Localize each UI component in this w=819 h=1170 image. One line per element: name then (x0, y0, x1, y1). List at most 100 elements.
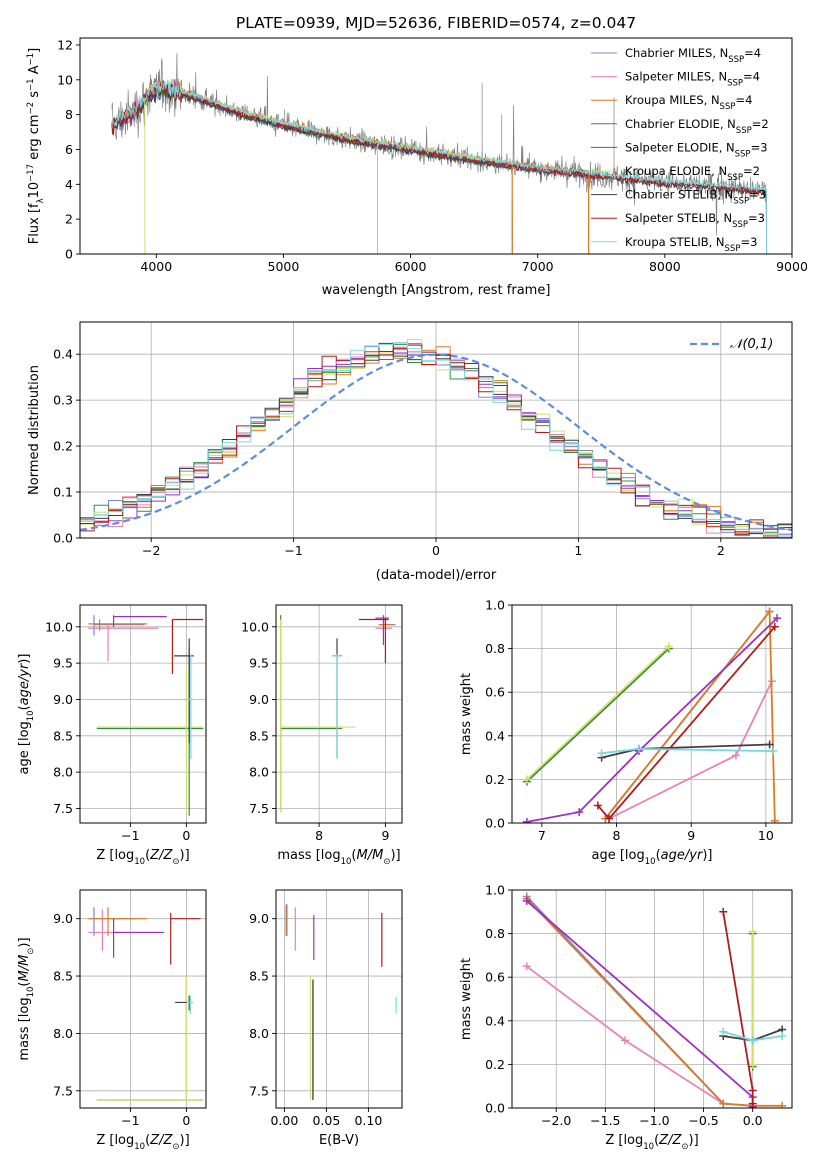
label-span: ( (17, 705, 32, 710)
series-line (526, 895, 753, 1107)
label-span: 10 (134, 857, 145, 867)
x-tick-label: 6000 (395, 259, 427, 274)
x-tick-label: −1 (121, 828, 139, 843)
label-span: −2 (26, 102, 36, 115)
label-span: =3 (748, 211, 765, 225)
series-marker (748, 1036, 757, 1045)
series-kroupa-elodie (748, 927, 757, 1069)
y-tick-label: 0.4 (485, 1013, 505, 1028)
series-marker (778, 1101, 787, 1108)
label-span: SSP (720, 102, 736, 112)
y-tick-label: 0.4 (53, 347, 73, 362)
x-tick-label: 9000 (776, 259, 808, 274)
label-span: SSP (725, 244, 741, 254)
x-tick-label: 7000 (522, 259, 554, 274)
x-tick-label: 0.10 (354, 1113, 382, 1128)
label-span: 10 (134, 1142, 145, 1152)
label-span: =4 (743, 70, 760, 84)
model-line-salpeter-elodie (143, 79, 513, 254)
plots-layer: 4000 5000 6000 7000 8000 9000024681012Chabrie… (17, 37, 808, 1152)
y-tick-label: 0 (65, 247, 73, 262)
label-span: wavelength [Angstrom, rest frame] (322, 283, 551, 298)
y-axis-label: Flux [fλ10−17 erg cm−2 s−1 A−1] (26, 48, 46, 244)
y-tick-label: 0.8 (485, 926, 505, 941)
label-span: SSP (735, 149, 751, 159)
label-span: Kroupa MILES, N (625, 93, 720, 107)
label-span: E(B-V) (319, 1133, 359, 1148)
y-tick-label: 10.0 (241, 619, 269, 634)
label-span: mass [log (17, 997, 32, 1060)
x-tick-label: 0 (432, 543, 440, 558)
series-marker (605, 814, 614, 823)
label-span: M/M (17, 955, 32, 982)
axes-frame (275, 889, 403, 1109)
y-tick-label: 7.5 (249, 801, 269, 816)
y-tick-label: 0.0 (53, 531, 73, 546)
errorbar-salpeter-stelib (171, 618, 204, 675)
label-span: Z [log (96, 1133, 134, 1148)
y-tick-label: 0.8 (485, 641, 505, 656)
x-tick-label: 9 (381, 828, 389, 843)
label-span: ( (654, 1133, 659, 1148)
series-marker (732, 751, 740, 760)
plot-area (111, 53, 768, 254)
y-tick-label: 0.3 (53, 393, 73, 408)
label-span: =3 (751, 140, 768, 154)
series-marker (748, 1060, 757, 1069)
label-span: Kroupa ELODIE, N (625, 164, 727, 178)
y-tick-label: 0.2 (485, 1057, 505, 1072)
label-span: SSP (727, 173, 743, 183)
label-span: Z [log (605, 1133, 643, 1148)
x-tick-label: 7 (538, 828, 546, 843)
label-span: mass [log (277, 848, 340, 863)
errorbar-kroupa-elodie (96, 666, 204, 813)
axes-frame (79, 889, 207, 1109)
y-axis-label: Normed distribution (27, 365, 42, 495)
histogram-kroupa-miles (80, 343, 792, 538)
model-line-salpeter-stelib (111, 82, 768, 254)
series-line (526, 645, 670, 781)
label-span: =3 (740, 235, 757, 249)
label-span: age/yr (661, 848, 704, 863)
y-axis-label: age [log10(age/yr)] (17, 654, 36, 775)
label-span: ( (351, 848, 356, 863)
y-tick-label: 9.5 (53, 656, 73, 671)
y-tick-label: 2 (65, 212, 73, 227)
errorbar-salpeter-stelib (170, 912, 201, 965)
legend-label-chabrier-miles: Chabrier MILES, NSSP=4 (625, 46, 761, 65)
legend-label-salpeter-stelib: Salpeter STELIB, NSSP=3 (625, 211, 765, 230)
series-kroupa-stelib (719, 1027, 787, 1045)
label-span: Salpeter STELIB, N (625, 211, 732, 225)
axes-frame (275, 604, 403, 824)
label-span: −17 (26, 164, 36, 182)
y-tick-label: 12 (57, 37, 73, 52)
axes-frame (511, 889, 793, 1109)
plot-area (276, 605, 402, 823)
x-tick-label: −2 (142, 543, 160, 558)
label-span: Z/Z (149, 848, 173, 863)
series-marker (769, 747, 778, 756)
x-axis-label: age [log10(age/yr)] (592, 848, 713, 867)
series-marker (522, 896, 531, 905)
series-marker (748, 927, 757, 936)
x-axis-label: E(B-V) (319, 1133, 359, 1148)
series-salpeter-stelib (593, 622, 779, 823)
label-span: =2 (752, 117, 769, 131)
x-tick-label: 0.0 (743, 1113, 763, 1128)
label-span: λ (36, 198, 46, 203)
series-line (526, 647, 670, 783)
spectrum-axes: 4000 5000 6000 7000 8000 9000 0 2 4 6 8 10 12 Chabrie… (26, 37, 808, 298)
errorbar-salpeter-elodie (112, 615, 167, 627)
label-span: Salpeter MILES, N (625, 70, 727, 84)
x-tick-label: 2 (717, 543, 725, 558)
x-tick-label: −1.0 (639, 1113, 669, 1128)
plot-area (512, 605, 792, 823)
y-tick-label: 8.5 (53, 728, 73, 743)
series-marker (634, 744, 643, 753)
legend-label-normal: 𝒩(0,1) (730, 337, 773, 352)
x-tick-label: 8000 (649, 259, 681, 274)
label-span: ( (145, 848, 150, 863)
label-span: Chabrier ELODIE, N (625, 117, 736, 131)
y-tick-label: 8.5 (249, 969, 269, 984)
